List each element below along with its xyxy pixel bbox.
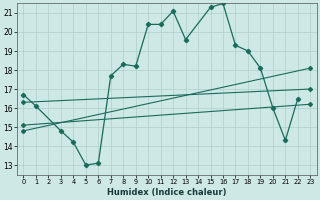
- X-axis label: Humidex (Indice chaleur): Humidex (Indice chaleur): [107, 188, 227, 197]
